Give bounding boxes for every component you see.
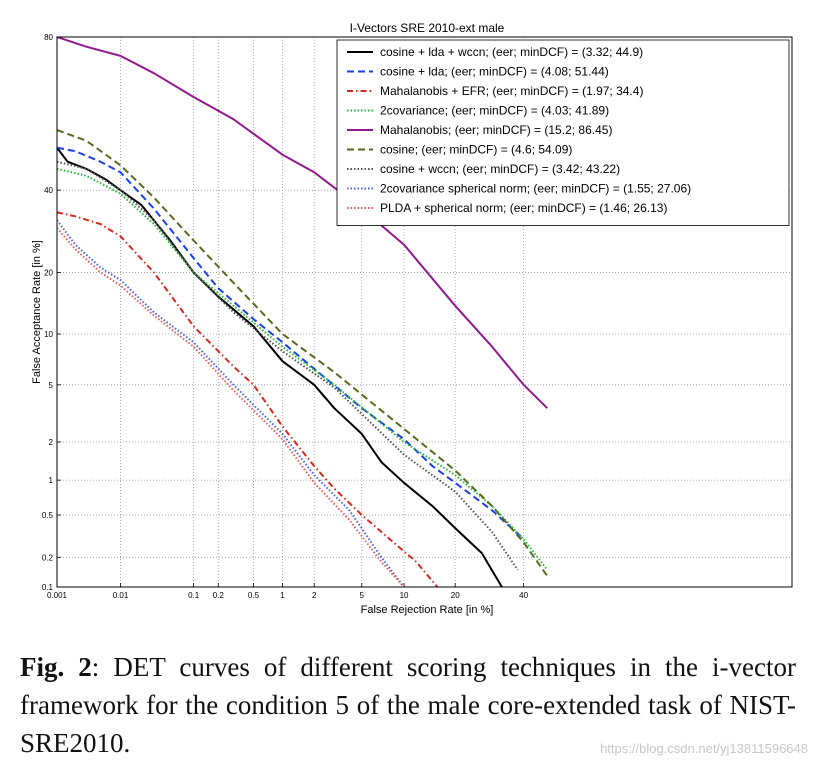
x-tick-label: 0.5 (248, 591, 260, 600)
series-line (57, 129, 549, 577)
legend-box (336, 39, 790, 226)
series-line (57, 219, 405, 587)
y-axis-label: False Acceptance Rate [in %] (31, 240, 43, 384)
x-axis-label: False Rejection Rate [in %] (361, 604, 494, 616)
legend: cosine + lda + wccn; (eer; minDCF) = (3.… (336, 39, 790, 226)
legend-entry: cosine + lda; (eer; minDCF) = (4.08; 51.… (380, 65, 609, 79)
x-tick-label: 0.001 (47, 591, 68, 600)
series-line (57, 146, 525, 540)
y-tick-label: 5 (49, 381, 54, 390)
x-tick-label: 0.01 (113, 591, 129, 600)
legend-entry: 2covariance spherical norm; (eer; minDCF… (380, 182, 691, 196)
chart-title: I-Vectors SRE 2010-ext male (350, 21, 505, 35)
x-tick-label: 0.1 (188, 591, 200, 600)
plot-frame (56, 36, 793, 588)
series-line (57, 37, 549, 409)
watermark: https://blog.csdn.net/yj13811596648 (600, 741, 808, 756)
det-chart: I-Vectors SRE 2010-ext male 0.001 0.01 0.1… (31, 21, 793, 616)
y-tick-label: 0.5 (42, 511, 54, 520)
series-line (57, 147, 503, 587)
y-axis-ticks: 0.1 0.2 0.5 1 2 5 10 20 40 80 (42, 33, 61, 592)
x-tick-label: 1 (280, 591, 285, 600)
legend-entry: PLDA + spherical norm; (eer; minDCF) = (… (380, 201, 667, 215)
series-line (57, 227, 405, 587)
legend-entry: cosine + wccn; (eer; minDCF) = (3.42; 43… (380, 162, 620, 176)
x-tick-label: 10 (400, 591, 409, 600)
x-tick-label: 2 (312, 591, 317, 600)
x-tick-label: 5 (360, 591, 365, 600)
series-line (57, 160, 519, 571)
legend-entry: cosine; (eer; minDCF) = (4.6; 54.09) (380, 143, 572, 157)
legend-entry: 2covariance; (eer; minDCF) = (4.03; 41.8… (380, 104, 609, 118)
figure-caption: Fig. 2: DET curves of different scoring … (20, 648, 796, 762)
y-tick-label: 20 (44, 268, 53, 277)
x-axis-ticks: 0.001 0.01 0.1 0.2 0.5 1 2 5 10 20 40 (47, 583, 529, 600)
legend-entry: Mahalanobis + EFR; (eer; minDCF) = (1.97… (380, 84, 643, 98)
y-tick-label: 40 (44, 186, 53, 195)
caption-text: : DET curves of different scoring techni… (20, 652, 796, 758)
y-tick-label: 0.1 (42, 583, 54, 592)
y-tick-label: 0.2 (42, 553, 54, 562)
x-tick-label: 20 (451, 591, 460, 600)
legend-entry: Mahalanobis; (eer; minDCF) = (15.2; 86.4… (380, 123, 612, 137)
figure-label: Fig. 2 (20, 652, 92, 682)
y-tick-label: 10 (44, 330, 53, 339)
series-line (57, 211, 439, 587)
x-tick-label: 40 (519, 591, 528, 600)
x-tick-label: 0.2 (213, 591, 225, 600)
legend-entry: cosine + lda + wccn; (eer; minDCF) = (3.… (380, 45, 643, 59)
y-tick-label: 1 (49, 476, 54, 485)
series-lines (57, 37, 549, 587)
y-tick-label: 2 (49, 438, 54, 447)
y-tick-label: 80 (44, 33, 53, 42)
